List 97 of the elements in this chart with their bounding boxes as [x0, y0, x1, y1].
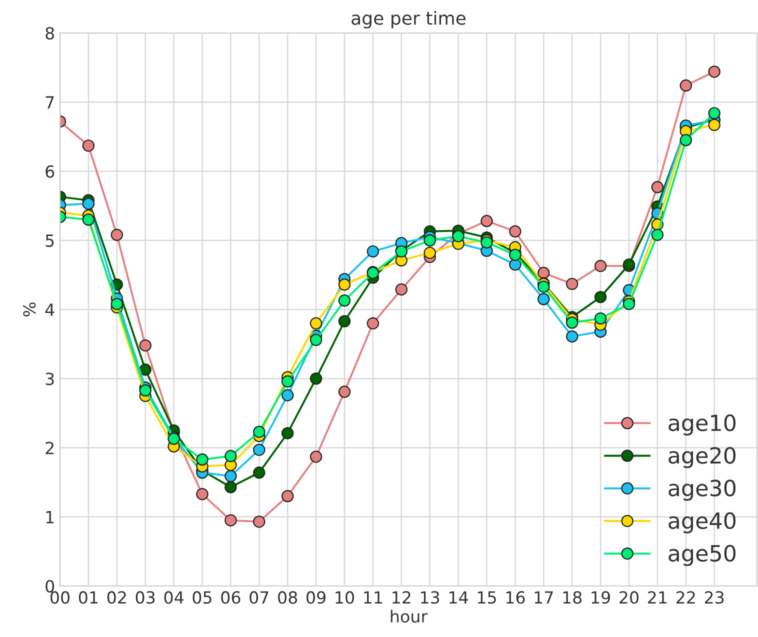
x-tick-label: 11 — [364, 591, 382, 604]
point — [680, 79, 692, 92]
point — [338, 278, 351, 291]
point — [224, 481, 237, 494]
point — [538, 266, 550, 279]
x-tick-label: 01 — [78, 591, 98, 604]
point — [139, 364, 152, 376]
x-tick-label: 22 — [676, 591, 695, 604]
x-tick-label: 06 — [221, 591, 240, 604]
point — [424, 234, 436, 246]
point — [566, 278, 578, 290]
point — [480, 236, 493, 249]
y-tick-label: 8 — [46, 26, 54, 40]
point — [366, 245, 380, 258]
x-tick-label: 21 — [648, 591, 666, 604]
y-tick-label: 4 — [45, 304, 54, 316]
point — [452, 230, 464, 242]
point — [424, 246, 436, 259]
point — [82, 214, 95, 226]
x-tick-label: 17 — [534, 591, 553, 604]
x-tick-label: 00 — [50, 591, 70, 604]
point — [395, 283, 408, 296]
point — [196, 488, 208, 500]
x-tick-label: 14 — [450, 591, 468, 604]
x-tick-label: 09 — [306, 591, 326, 604]
point — [566, 330, 578, 343]
x-tick-label: 19 — [592, 591, 610, 604]
y-tick-label: 7 — [46, 96, 54, 108]
x-tick-label: 13 — [421, 591, 440, 604]
x-axis-title: hour — [390, 610, 428, 623]
legend-label: age50 — [668, 544, 736, 566]
point — [224, 470, 237, 482]
point — [538, 293, 550, 306]
x-tick-label: 12 — [392, 591, 410, 604]
point — [281, 389, 294, 402]
point — [366, 317, 380, 330]
x-tick-label: 18 — [563, 591, 582, 604]
point — [253, 466, 266, 479]
point — [253, 444, 266, 456]
point — [538, 280, 550, 293]
x-tick-label: 10 — [336, 591, 354, 604]
y-tick-label: 2 — [46, 442, 54, 454]
x-tick-label: 03 — [136, 591, 155, 604]
point — [82, 198, 95, 210]
point — [594, 312, 607, 325]
legend-label: age40 — [668, 512, 736, 534]
x-tick-label: 08 — [278, 591, 298, 604]
point — [281, 427, 294, 440]
point — [196, 453, 208, 466]
legend-label: age10 — [668, 414, 736, 436]
point — [680, 134, 692, 146]
y-tick-label: 5 — [46, 234, 54, 247]
point — [310, 334, 322, 346]
point — [594, 290, 607, 304]
point — [281, 375, 294, 388]
point — [594, 260, 607, 272]
point — [310, 317, 322, 330]
point — [708, 107, 720, 120]
point — [139, 384, 152, 396]
point — [110, 228, 124, 241]
x-tick-label: 05 — [192, 591, 212, 604]
x-tick-label: 15 — [478, 591, 496, 604]
y-tick-label: 6 — [46, 165, 54, 178]
point — [110, 298, 124, 310]
legend-label: age30 — [668, 480, 736, 501]
point — [253, 426, 266, 438]
point — [622, 298, 636, 310]
y-axis-title: % — [23, 302, 36, 316]
point — [253, 516, 266, 528]
point — [651, 181, 664, 194]
y-tick-label: 0 — [46, 580, 54, 593]
point — [310, 372, 322, 385]
x-tick-label: 04 — [164, 591, 184, 604]
legend-label: age20 — [668, 447, 736, 468]
point — [338, 315, 351, 328]
y-tick-label: 1 — [46, 511, 54, 524]
x-tick-label: 07 — [250, 591, 268, 604]
x-tick-label: 20 — [620, 591, 638, 604]
point — [310, 450, 322, 463]
point — [139, 339, 152, 352]
chart-title: age per time — [352, 10, 466, 28]
point — [224, 450, 237, 462]
point — [281, 490, 294, 502]
point — [480, 214, 493, 228]
point — [566, 316, 578, 329]
x-tick-label: 02 — [107, 591, 126, 604]
x-tick-label: 16 — [506, 591, 525, 604]
x-tick-label: 23 — [704, 591, 724, 604]
point — [708, 118, 720, 132]
point — [224, 514, 237, 526]
y-tick-label: 3 — [46, 372, 54, 386]
point — [651, 228, 664, 241]
point — [338, 294, 351, 307]
point — [82, 140, 95, 152]
point — [338, 386, 351, 398]
point — [708, 66, 720, 78]
point — [509, 225, 522, 238]
